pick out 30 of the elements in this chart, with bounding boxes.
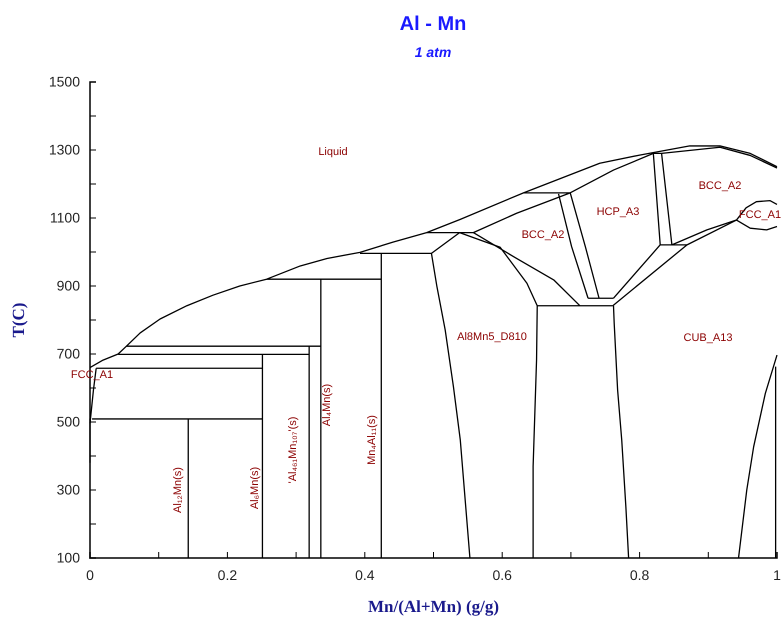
x-tick-label: 0.6	[492, 566, 512, 583]
y-tick-label: 500	[56, 413, 80, 430]
annotation: Mn₄Al₁₁(s)	[366, 415, 378, 465]
x-tick-label: 0	[86, 566, 94, 583]
y-axis-title: T(C)	[9, 302, 28, 338]
y-tick-label: 1300	[48, 141, 80, 158]
chart-title: Al - Mn	[400, 13, 466, 35]
annotation: 'Al₄₆₁Mn₁₀₇'(s)	[286, 416, 299, 484]
y-tick-label: 300	[56, 481, 80, 498]
annotation: BCC_A2	[698, 180, 742, 192]
annotation: Liquid	[318, 146, 348, 158]
x-tick-label: 1	[773, 566, 781, 583]
y-tick-label: 900	[56, 277, 80, 294]
chart-subtitle: 1 atm	[414, 44, 452, 60]
x-axis-title: Mn/(Al+Mn) (g/g)	[368, 597, 500, 616]
annotation: HCP_A3	[596, 206, 640, 218]
annotation: Al₆Mn(s)	[248, 466, 261, 510]
annotation: Al₁₂Mn(s)	[172, 467, 184, 513]
x-tick-label: 0.8	[630, 566, 650, 583]
annotation: Al₄Mn(s)	[320, 384, 333, 426]
annotation: CUB_A13	[684, 332, 732, 344]
x-tick-label: 0.2	[218, 566, 238, 583]
annotation: Al8Mn5_D810	[457, 330, 527, 343]
x-tick-label: 0.4	[355, 566, 375, 583]
y-tick-label: 1100	[50, 209, 80, 226]
annotation: BCC_A2	[522, 228, 564, 241]
y-tick-label: 100	[56, 549, 80, 566]
y-tick-label: 1500	[48, 73, 80, 90]
y-tick-label: 700	[56, 345, 80, 362]
annotation: FCC_A1	[738, 208, 781, 221]
